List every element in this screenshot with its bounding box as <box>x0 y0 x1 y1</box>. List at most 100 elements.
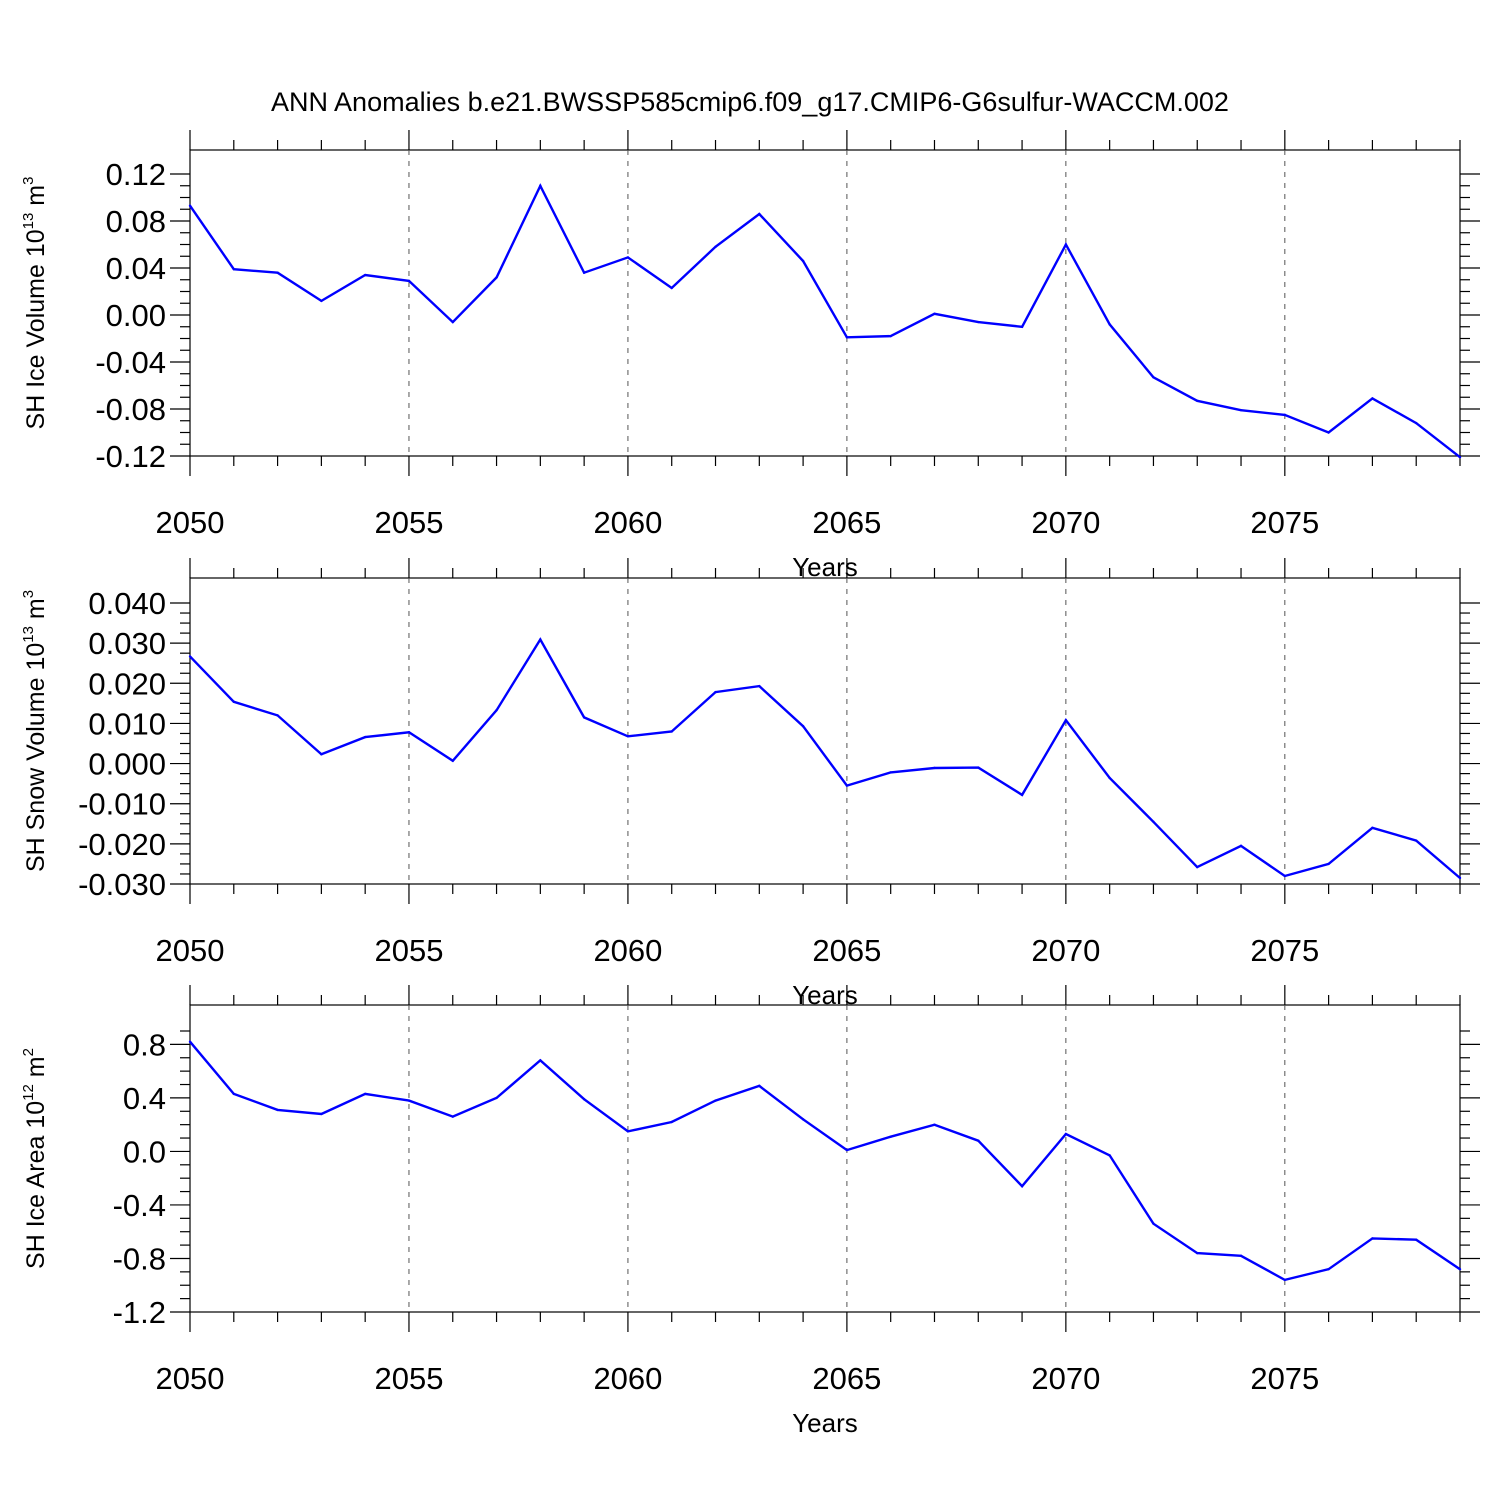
plot-frame <box>189 577 1461 885</box>
data-point <box>495 708 498 712</box>
data-point <box>539 638 542 641</box>
x-tick-label: 2060 <box>593 1361 662 1396</box>
data-point <box>670 1120 673 1124</box>
data-point <box>1064 719 1068 722</box>
x-tick-label: 2070 <box>1031 1361 1100 1396</box>
data-point <box>1020 325 1024 328</box>
y-tick-label: -0.4 <box>113 1188 166 1223</box>
panel-ice-area: 2050 2055 2060 2065 2070 2075 Years 0.8 0.4 0.0 -0… <box>20 985 1480 1438</box>
data-point <box>495 276 498 279</box>
x-tick-label: 2070 <box>1031 933 1100 968</box>
data-point <box>801 1118 805 1121</box>
data-point <box>1108 776 1111 780</box>
data-point <box>1371 826 1374 829</box>
data-point <box>1196 865 1199 869</box>
data-point <box>539 1059 542 1062</box>
x-tick-label: 2050 <box>156 505 225 540</box>
data-point <box>276 714 279 717</box>
data-point <box>276 1108 279 1112</box>
data-point <box>977 766 980 769</box>
y-axis-label-unit-exponent: 2 <box>20 1048 37 1056</box>
data-point <box>188 204 192 207</box>
data-point <box>495 1096 498 1100</box>
data-point <box>1283 1278 1287 1282</box>
data-point <box>801 259 805 263</box>
data-point <box>845 784 849 787</box>
data-point <box>1239 1254 1243 1258</box>
data-point <box>582 271 586 274</box>
x-axis-label: Years <box>792 1408 858 1438</box>
panels: 2050 2055 2060 2065 2070 2075 Years 0.12 0.08 0.0… <box>20 130 1480 1438</box>
data-point <box>1108 323 1111 326</box>
y-axis-label-main: SH Snow Volume 10 <box>22 643 50 872</box>
y-tick-label: 0.010 <box>88 706 166 741</box>
data-point <box>977 320 980 324</box>
y-axis-label: SH Ice Area 1012 m2 <box>20 1048 50 1269</box>
data-point <box>1415 839 1418 842</box>
data-point <box>845 336 849 339</box>
data-point <box>232 1092 235 1096</box>
data-point <box>407 1099 411 1102</box>
y-tick-label: -0.020 <box>78 827 166 862</box>
data-point <box>1415 421 1418 425</box>
data-point <box>1371 397 1374 400</box>
y-tick-label: -1.2 <box>113 1295 166 1330</box>
data-point <box>1108 1154 1111 1157</box>
data-point <box>1327 862 1330 866</box>
y-tick-label: 0.020 <box>88 666 166 701</box>
x-tick-label: 2075 <box>1250 505 1319 540</box>
data-point <box>758 1084 761 1088</box>
y-tick-label: -0.12 <box>95 439 166 474</box>
data-point <box>933 766 936 770</box>
chart-title: ANN Anomalies b.e21.BWSSP585cmip6.f09_g1… <box>271 87 1229 117</box>
y-axis-label-unit-exponent: 3 <box>20 590 37 598</box>
panel-snow-volume: 2050 2055 2060 2065 2070 2075Years0.0400.0300… <box>20 558 1480 1010</box>
y-tick-label: 0.0 <box>123 1134 166 1169</box>
data-point <box>1283 874 1287 878</box>
panel-ice-volume: 2050 2055 2060 2065 2070 2075Years0.120.080.0… <box>20 130 1480 582</box>
y-axis-label-main: SH Ice Area 10 <box>22 1101 50 1269</box>
y-axis-label-unit-exponent: 3 <box>20 177 37 185</box>
y-axis-label-unit: m <box>22 598 50 626</box>
x-tick-label: 2075 <box>1250 1361 1319 1396</box>
data-point <box>889 334 892 338</box>
data-point <box>582 1098 586 1101</box>
y-axis-label-exponent: 12 <box>20 1084 37 1101</box>
y-axis-label-exponent: 13 <box>20 213 37 230</box>
data-point <box>582 716 586 719</box>
data-point <box>758 212 761 216</box>
x-tick-label: 2075 <box>1250 933 1319 968</box>
y-tick-label: 0.000 <box>88 747 166 782</box>
data-point <box>1152 376 1155 379</box>
data-point <box>758 684 761 688</box>
data-point <box>320 753 323 756</box>
data-point <box>188 1040 192 1043</box>
data-point <box>626 256 630 259</box>
y-tick-label: -0.08 <box>95 392 166 427</box>
x-tick-label: 2055 <box>374 505 443 540</box>
data-point <box>363 273 367 277</box>
data-point <box>845 1148 849 1152</box>
y-axis-label-unit: m <box>22 1056 50 1084</box>
data-point <box>1415 1238 1418 1241</box>
data-point <box>1283 413 1287 417</box>
y-axis-label-unit: m <box>22 185 50 213</box>
data-point <box>451 759 454 762</box>
data-point <box>1152 820 1155 823</box>
data-point <box>276 271 279 274</box>
data-point <box>320 1112 323 1116</box>
data-point <box>1196 1251 1199 1255</box>
data-point <box>1064 1132 1068 1136</box>
y-tick-label: -0.030 <box>78 867 166 902</box>
data-point <box>1458 1267 1462 1271</box>
data-point <box>1064 243 1068 246</box>
data-point <box>232 700 235 703</box>
data-point <box>933 312 936 316</box>
data-point <box>188 655 192 658</box>
data-point <box>933 1123 936 1126</box>
x-tick-label: 2060 <box>593 933 662 968</box>
data-point <box>714 690 717 694</box>
y-tick-label: 0.8 <box>123 1027 166 1062</box>
y-tick-label: 0.4 <box>123 1081 166 1116</box>
data-point <box>407 731 411 734</box>
